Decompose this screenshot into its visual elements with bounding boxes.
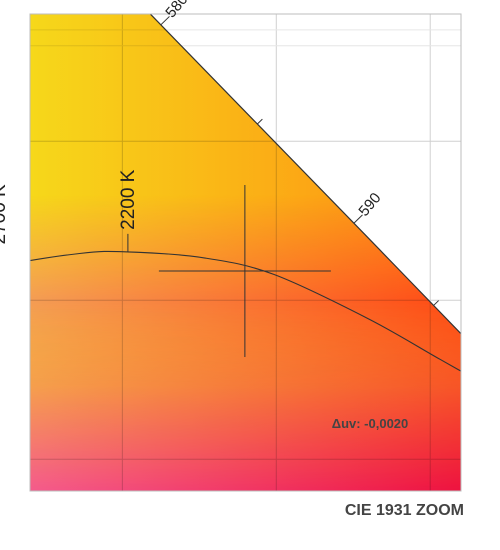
chart-grid bbox=[30, 14, 461, 491]
spectral-tick bbox=[160, 16, 170, 26]
duv-readout: Δuv: -0,0020 bbox=[332, 416, 409, 431]
measurement-crosshair bbox=[158, 184, 331, 357]
cct-label: 2200 K bbox=[118, 169, 139, 230]
spectral-tick bbox=[353, 214, 363, 224]
cct-ticks bbox=[127, 233, 129, 252]
spectral-minor-tick bbox=[433, 300, 439, 306]
spectral-minor-tick bbox=[257, 118, 263, 125]
plot-border bbox=[29, 13, 462, 492]
outside-gamut-region bbox=[0, 0, 500, 388]
cct-label: 2700 K bbox=[0, 184, 10, 245]
spectral-locus-ticks bbox=[160, 16, 439, 306]
chart-caption: CIE 1931 ZOOM bbox=[344, 502, 464, 519]
planckian-locus-line bbox=[30, 250, 461, 372]
spectral-locus-line bbox=[149, 14, 461, 335]
